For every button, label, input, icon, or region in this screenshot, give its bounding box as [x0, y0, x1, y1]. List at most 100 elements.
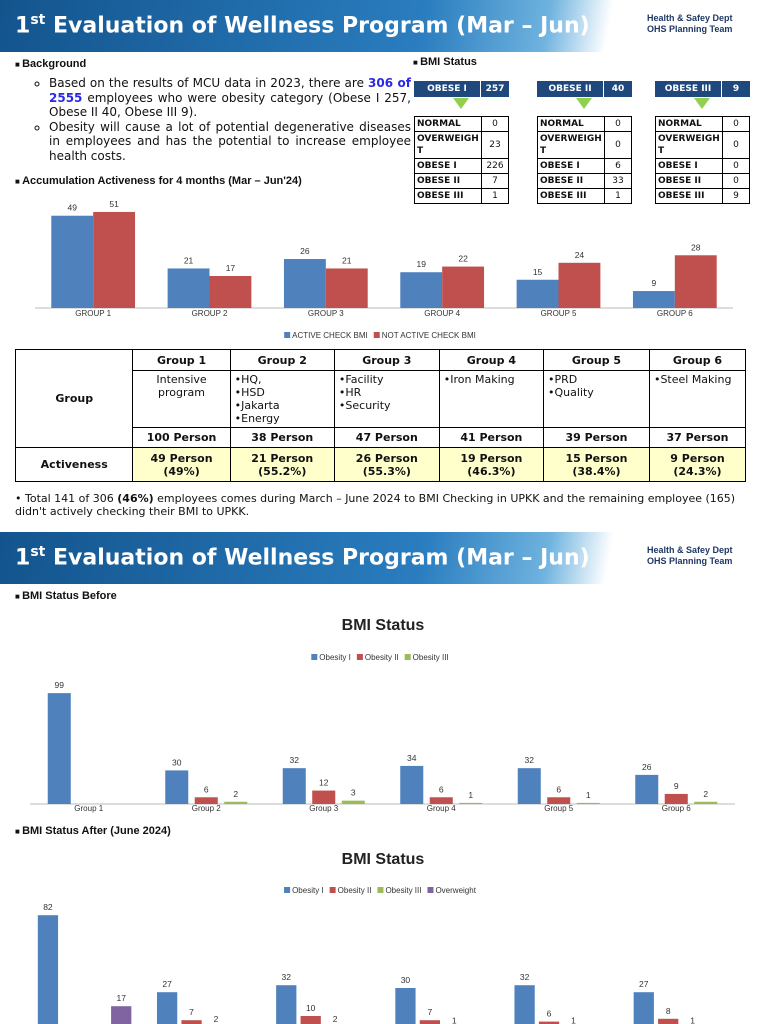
x-tick-label: GROUP 3: [308, 309, 344, 318]
bar: [37, 915, 59, 1024]
title-suffix: st: [30, 544, 46, 560]
bullet-text: employees who were obesity category (Obe…: [49, 90, 411, 120]
x-tick-label: Group 4: [427, 804, 456, 813]
x-tick-label: GROUP 4: [424, 309, 460, 318]
bmi-row-value: 33: [604, 173, 632, 189]
bmi-row-value: 0: [722, 131, 750, 159]
group-programs: Intensive program: [132, 370, 231, 428]
program-item: Jakarta: [235, 399, 330, 412]
bmi-row: OBESE I 226: [414, 158, 509, 174]
bar: [224, 801, 248, 804]
activeness-line: (46.3%): [467, 464, 516, 478]
legend: ACTIVE CHECK BMI NOT ACTIVE CHECK BMI: [284, 331, 476, 340]
value-label: 3: [351, 788, 356, 798]
bar: [165, 770, 189, 804]
bmi-row-label: NORMAL: [655, 116, 723, 132]
value-label: 6: [556, 784, 561, 794]
value-label: 10: [306, 1003, 316, 1013]
bar: [674, 255, 717, 308]
value-label: 2: [333, 1014, 338, 1024]
group-activeness: 21 Person (55.2%): [229, 447, 335, 482]
group-activeness: 49 Person (49%): [132, 447, 231, 482]
bmi-row-value: 23: [481, 131, 509, 159]
group-name: Group 1: [132, 349, 231, 371]
section-heading: Accumulation Activeness for 4 months (Ma…: [15, 175, 302, 187]
bmi-row-label: OBESE I: [655, 158, 723, 174]
bmi-table-header: OBESE II 40: [537, 81, 632, 97]
bar: [576, 802, 600, 804]
bar: [459, 802, 483, 804]
x-tick-label: GROUP 1: [75, 309, 111, 318]
bar: [325, 268, 368, 308]
group-activeness: 9 Person (24.3%): [648, 447, 747, 482]
bar: [181, 1020, 202, 1024]
row-header: Group: [14, 349, 134, 448]
group-activeness: 19 Person (46.3%): [438, 447, 545, 482]
bar: [111, 1006, 132, 1024]
legend: Obesity I Obesity II Obesity III Overweight: [284, 886, 477, 895]
value-label: 9: [652, 278, 657, 288]
bmi-row-value: 1: [604, 188, 632, 204]
bmi-row-label: OVERWEIGHT: [655, 131, 723, 159]
value-label: 82: [43, 902, 53, 912]
value-label: 6: [439, 784, 444, 794]
value-label: 2: [703, 789, 708, 799]
chart: GROUP 1 49 51 GROUP 2 21 17 GROUP 3 26 21 GROUP 4…: [35, 199, 733, 340]
arrow-icon: [453, 98, 469, 109]
legend-swatch: [284, 332, 291, 338]
section-heading: BMI Status Before: [15, 590, 117, 602]
legend-swatch: [373, 332, 380, 338]
activeness-line: 21 Person: [251, 451, 314, 465]
bmi-row: OBESE II 0: [655, 173, 750, 189]
arrow-shape: [453, 98, 469, 109]
bullet-list: Based on the results of MCU data in 2023…: [30, 76, 411, 163]
table-row: Intensive programHQ,HSDJakartaEnergyFaci…: [16, 370, 747, 428]
group-name: Group 3: [333, 349, 440, 371]
bar: [400, 765, 424, 804]
value-label: 8: [666, 1006, 671, 1016]
slide-title: 1st Evaluation of Wellness Program (Mar …: [15, 537, 640, 584]
activeness-line: (24.3%): [673, 464, 722, 478]
x-tick-label: Group 6: [662, 804, 691, 813]
bmi-table-header: OBESE III 9: [655, 81, 750, 97]
activeness-line: (55.2%): [258, 464, 307, 478]
bmi-row-value: 0: [604, 116, 632, 132]
program-text: Intensive program: [156, 373, 207, 399]
x-tick-label: GROUP 5: [541, 309, 577, 318]
bar: [156, 992, 178, 1024]
value-label: 26: [642, 762, 652, 772]
bmi-table: NORMAL 0 OVERWEIGHT 23 OBESE I 226 OBESE II 7 OB…: [414, 116, 509, 204]
program-item: Energy: [235, 412, 330, 425]
bmi-row-value: 9: [722, 188, 750, 204]
note-bold: (46%): [117, 492, 154, 505]
bar: [538, 1021, 560, 1024]
value-label: 1: [690, 1016, 695, 1024]
bmi-row-label: OBESE III: [414, 188, 482, 204]
activeness-line: (55.3%): [362, 464, 411, 478]
program-item: Security: [339, 399, 435, 412]
x-tick-label: GROUP 2: [192, 309, 228, 318]
bar: [658, 1018, 679, 1024]
bar: [558, 262, 601, 308]
section-heading: Background: [15, 58, 86, 70]
value-label: 27: [639, 979, 649, 989]
legend-label: NOT ACTIVE CHECK BMI: [382, 331, 476, 340]
value-label: 2: [214, 1014, 219, 1024]
bar: [341, 800, 365, 804]
program-item: PRD: [548, 373, 645, 386]
note-text: employees comes during March – June 2024…: [15, 492, 736, 518]
value-label: 7: [189, 1007, 194, 1017]
value-label: 27: [162, 979, 172, 989]
legend-label: Obesity I: [319, 653, 351, 662]
bar: [300, 1016, 321, 1024]
program-item: HR: [339, 386, 435, 399]
bullet-item: Obesity will cause a lot of potential de…: [49, 120, 411, 164]
bar: [47, 693, 71, 804]
group-members: 47 Person: [333, 427, 440, 448]
section-heading: BMI Status: [413, 56, 477, 68]
bmi-row-value: 0: [604, 131, 632, 159]
bullet-item: Based on the results of MCU data in 2023…: [49, 76, 411, 120]
bmi-table-header: OBESE I 257: [414, 81, 509, 97]
bmi-row: OBESE II 7: [414, 173, 509, 189]
